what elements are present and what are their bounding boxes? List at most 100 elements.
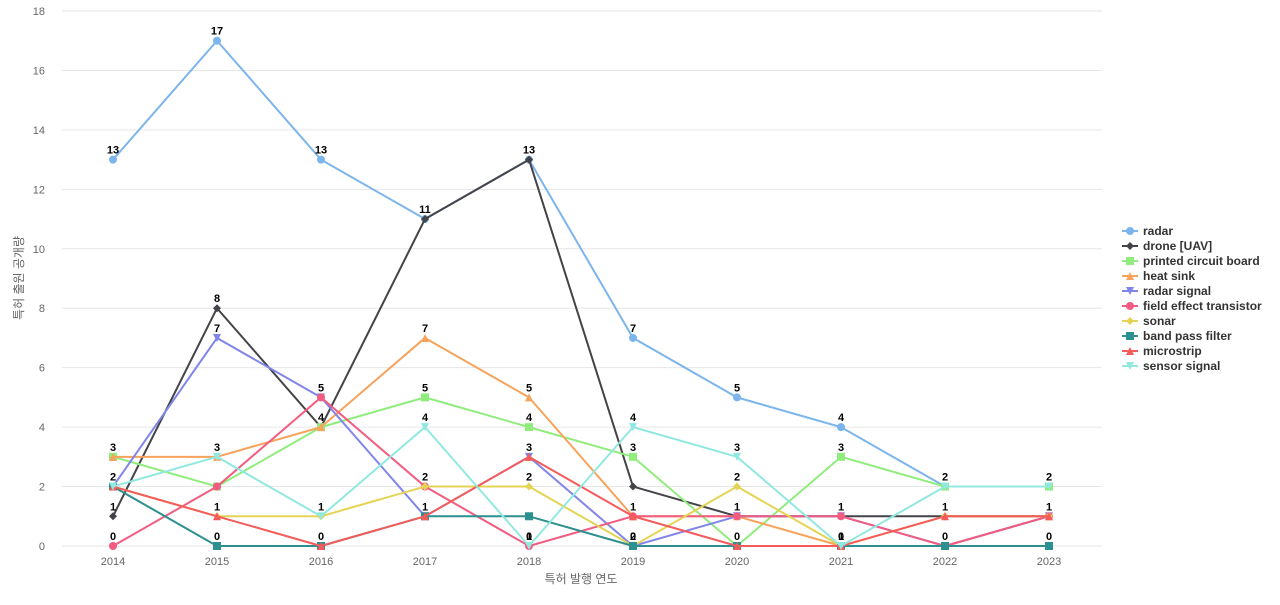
data-label: 8 [214, 293, 220, 305]
y-axis-ticks: 0 2 4 6 8 10 12 14 16 18 [33, 6, 45, 553]
data-point [525, 482, 533, 491]
legend-label: field effect transistor [1143, 299, 1262, 313]
data-label: 1 [838, 531, 844, 543]
data-label: 2 [734, 472, 740, 484]
legend-item[interactable]: sensor signal [1122, 359, 1220, 373]
data-label: 13 [523, 145, 535, 157]
data-label: 4 [318, 412, 325, 424]
data-label: 4 [838, 412, 845, 424]
data-label: 0 [110, 531, 116, 543]
data-point [525, 452, 533, 461]
data-point [629, 512, 637, 521]
data-label: 3 [838, 442, 844, 454]
data-label: 2 [1046, 472, 1052, 484]
data-label: 3 [630, 442, 636, 454]
data-label: 1 [630, 501, 636, 513]
data-point [837, 452, 845, 461]
series-line [112, 39, 1049, 488]
data-point [525, 423, 533, 432]
series-sensor-signal [109, 423, 1053, 550]
legend-label: sensor signal [1143, 359, 1220, 373]
legend-item[interactable]: microstrip [1122, 344, 1202, 358]
data-point [941, 542, 949, 550]
series-lines [109, 36, 1053, 550]
legend-item[interactable]: field effect transistor [1122, 299, 1262, 313]
y-tick-label: 14 [33, 125, 45, 137]
data-label: 3 [526, 442, 532, 454]
legend-item[interactable]: radar signal [1122, 284, 1211, 298]
data-point [317, 423, 325, 432]
y-tick-label: 8 [39, 303, 45, 315]
data-label: 4 [630, 412, 637, 424]
data-point [837, 423, 845, 432]
data-point [629, 542, 637, 550]
data-point [733, 452, 741, 461]
legend-label: band pass filter [1143, 329, 1232, 343]
series-line [112, 485, 1049, 547]
data-point [213, 482, 221, 491]
data-label: 7 [630, 323, 636, 335]
data-label: 4 [422, 412, 429, 424]
data-label: 5 [734, 382, 740, 394]
data-label: 1 [526, 531, 532, 543]
y-tick-label: 6 [39, 363, 45, 375]
legend-item[interactable]: band pass filter [1122, 329, 1232, 343]
series-radar [109, 36, 1053, 491]
series-line [112, 396, 1049, 547]
data-point [213, 542, 221, 550]
x-tick-label: 2018 [517, 556, 541, 568]
legend-marker [1126, 287, 1134, 295]
y-tick-label: 12 [33, 184, 45, 196]
data-label: 11 [419, 204, 431, 216]
legend-label: radar [1143, 224, 1173, 238]
data-label: 5 [526, 382, 532, 394]
data-point [317, 393, 325, 402]
data-label: 1 [318, 501, 324, 513]
legend-marker [1126, 362, 1134, 370]
data-point [629, 423, 637, 432]
x-tick-label: 2019 [621, 556, 645, 568]
series-line [112, 396, 1050, 547]
legend-label: radar signal [1143, 284, 1211, 298]
data-point [629, 333, 637, 342]
x-tick-label: 2021 [829, 556, 853, 568]
data-point [421, 482, 429, 491]
data-point [213, 333, 221, 342]
legend-marker [1126, 272, 1134, 280]
data-label: 13 [107, 145, 119, 157]
y-tick-label: 18 [33, 6, 45, 18]
legend-item[interactable]: printed circuit board [1122, 254, 1260, 268]
legend-item[interactable]: drone [UAV] [1122, 239, 1212, 253]
data-point [525, 512, 533, 521]
data-point [421, 333, 429, 342]
legend-marker [1126, 332, 1134, 340]
y-tick-label: 0 [39, 541, 45, 553]
data-point [421, 423, 429, 432]
data-label: 5 [318, 382, 324, 394]
legend-item[interactable]: radar [1122, 224, 1173, 238]
data-point [941, 482, 949, 491]
data-point [213, 512, 221, 521]
legend-label: drone [UAV] [1143, 239, 1212, 253]
series-line [112, 158, 1049, 518]
data-point [317, 542, 325, 550]
legend-marker [1126, 302, 1134, 310]
data-label: 0 [630, 531, 636, 543]
data-label: 1 [214, 501, 220, 513]
data-label: 2 [942, 472, 948, 484]
data-point [733, 393, 741, 402]
legend-item[interactable]: sonar [1122, 314, 1176, 328]
data-point [109, 452, 117, 461]
data-label: 3 [734, 442, 740, 454]
series-drone-uav [109, 155, 1053, 521]
legend-item[interactable]: heat sink [1122, 269, 1195, 283]
legend-label: sonar [1143, 314, 1176, 328]
data-point [629, 452, 637, 461]
data-point [1045, 512, 1053, 521]
data-point [733, 512, 741, 521]
data-label: 3 [214, 442, 220, 454]
data-point [213, 452, 221, 461]
data-label: 1 [1046, 501, 1052, 513]
